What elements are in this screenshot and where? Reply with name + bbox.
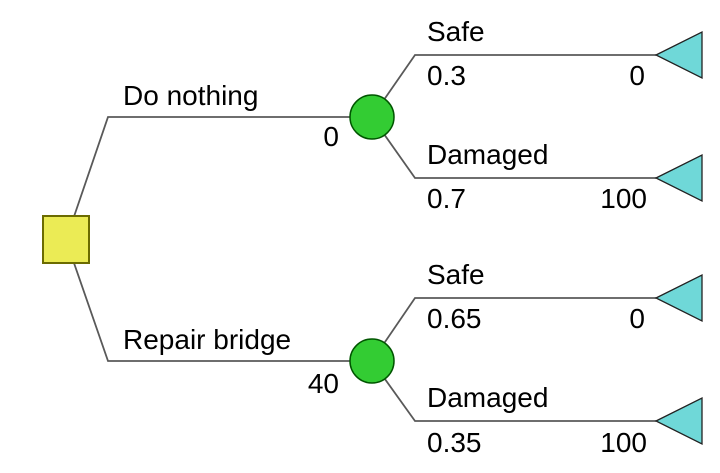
- branch-line-repair-safe: [371, 297, 656, 362]
- probability-repair-damaged: 0.35: [427, 427, 482, 458]
- probability-do-nothing-safe: 0.3: [427, 60, 466, 91]
- probability-repair-safe: 0.65: [427, 303, 482, 334]
- branch-line-do-nothing: [65, 116, 372, 241]
- branch-line-do-nothing-safe: [371, 54, 656, 118]
- branch-lines: [65, 54, 656, 422]
- decision-node-icon[interactable]: [42, 215, 90, 264]
- value-do-nothing-safe: 0: [629, 60, 645, 91]
- outcome-label-repair-safe: Safe: [427, 259, 485, 290]
- terminal-node-do-nothing-damaged-icon[interactable]: [654, 153, 703, 203]
- branch-cost-repair-bridge: 40: [308, 368, 339, 399]
- value-repair-damaged: 100: [600, 427, 647, 458]
- terminal-node-repair-damaged-icon[interactable]: [654, 396, 703, 446]
- branch-line-repair-bridge: [65, 239, 372, 362]
- branch-texts: Do nothing 0 Safe 0.3 0 Damaged 0.7 100 …: [123, 16, 647, 458]
- branch-line-repair-damaged: [371, 360, 656, 422]
- branch-label-repair-bridge: Repair bridge: [123, 324, 291, 355]
- branch-cost-do-nothing: 0: [323, 121, 339, 152]
- value-repair-safe: 0: [629, 303, 645, 334]
- chance-node-repair-icon[interactable]: [349, 338, 395, 384]
- branch-label-do-nothing: Do nothing: [123, 80, 258, 111]
- terminal-node-repair-safe-icon[interactable]: [654, 273, 703, 323]
- chance-node-do-nothing-icon[interactable]: [349, 94, 395, 140]
- value-do-nothing-damaged: 100: [600, 183, 647, 214]
- probability-do-nothing-damaged: 0.7: [427, 183, 466, 214]
- terminal-node-do-nothing-safe-icon[interactable]: [654, 30, 703, 80]
- outcome-label-do-nothing-damaged: Damaged: [427, 139, 548, 170]
- outcome-label-repair-damaged: Damaged: [427, 382, 548, 413]
- branch-line-do-nothing-damaged: [371, 116, 656, 179]
- outcome-label-do-nothing-safe: Safe: [427, 16, 485, 47]
